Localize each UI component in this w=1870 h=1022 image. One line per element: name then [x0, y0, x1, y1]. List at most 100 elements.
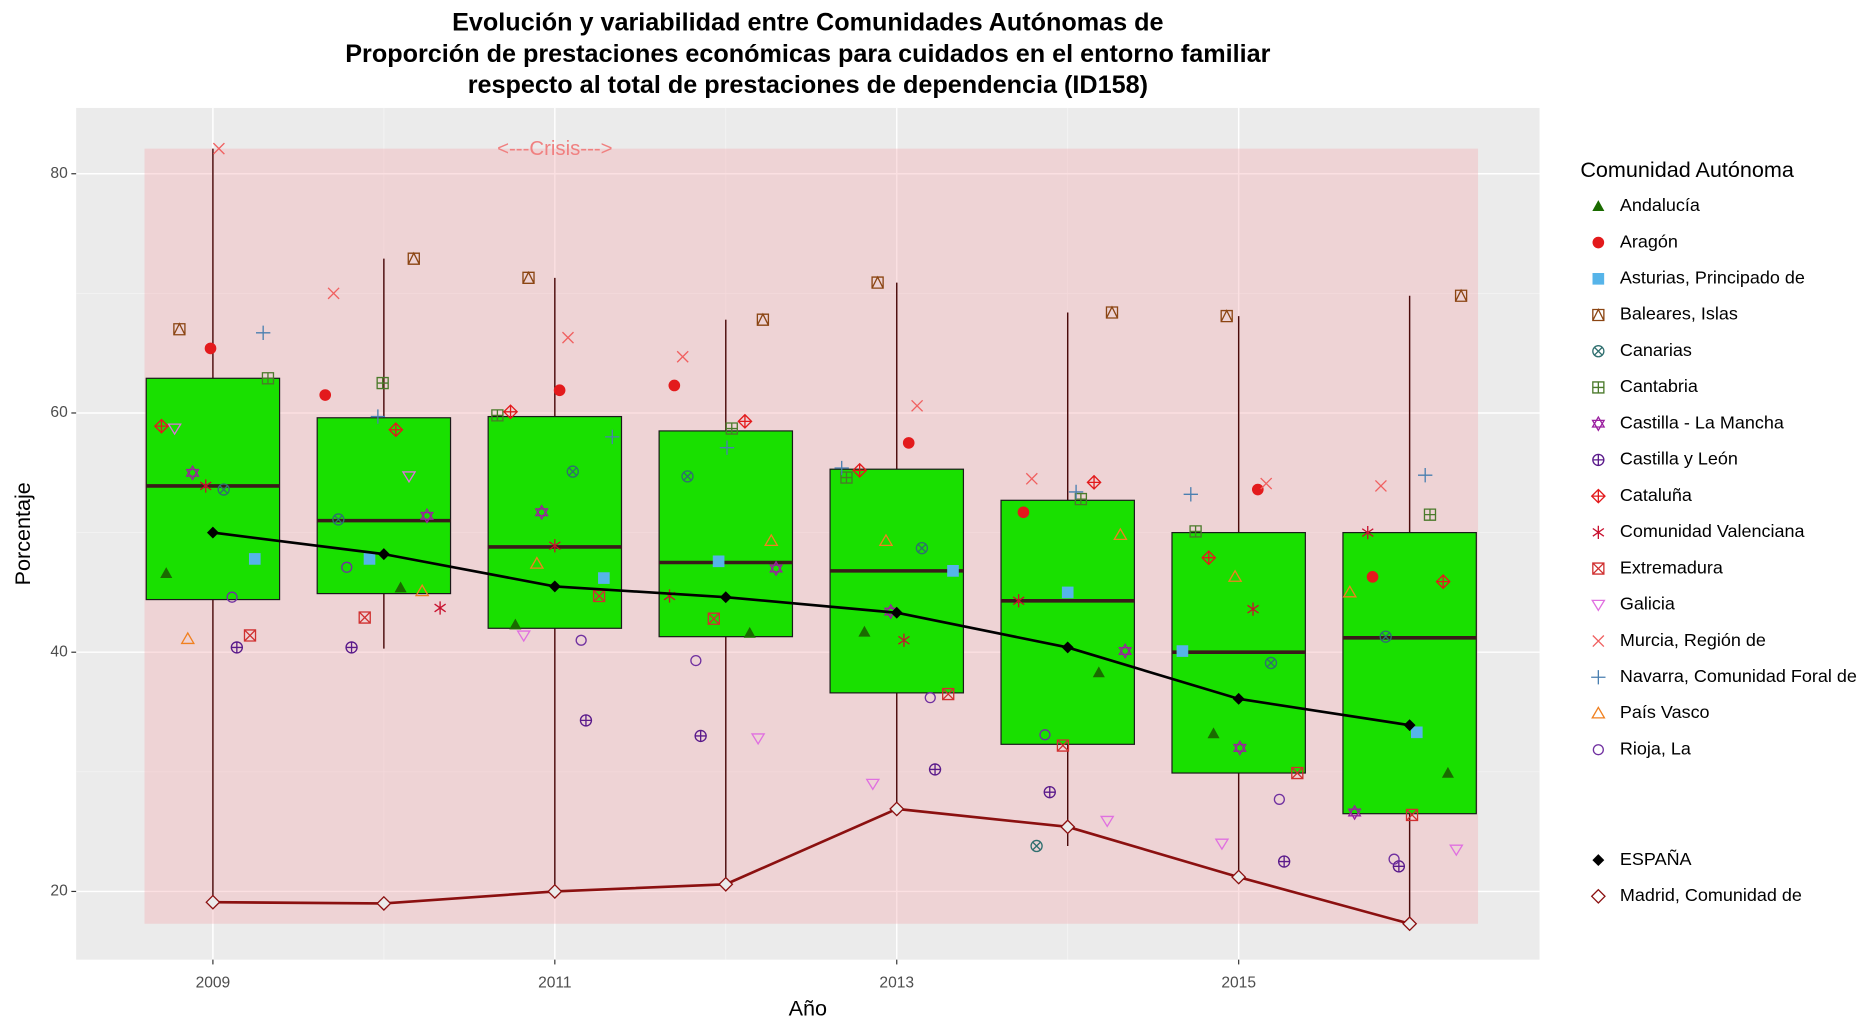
data-point [1410, 726, 1423, 739]
legend-label: Madrid, Comunidad de [1620, 885, 1802, 905]
data-point [553, 384, 566, 396]
data-point [363, 553, 376, 565]
data-point [1347, 804, 1362, 821]
legend-symbol [1592, 562, 1605, 575]
data-point [1423, 508, 1437, 521]
data-point [1030, 839, 1043, 853]
chart-title: respecto al total de prestaciones de dep… [468, 71, 1148, 99]
reference-point [548, 580, 561, 593]
data-point [1247, 602, 1259, 616]
data-point [1214, 838, 1230, 851]
data-point [1012, 594, 1025, 608]
data-point [668, 379, 681, 392]
data-point [694, 729, 707, 743]
data-point [332, 513, 345, 526]
legend-label: País Vasco [1620, 702, 1710, 722]
legend-label: ESPAÑA [1620, 848, 1692, 869]
data-point [1366, 571, 1379, 583]
data-point [858, 625, 871, 637]
legend-symbol [1591, 415, 1606, 432]
reference-point [890, 606, 903, 619]
legend-symbol [1592, 635, 1605, 648]
data-point [1105, 305, 1119, 319]
data-point [1277, 855, 1291, 868]
reference-point [376, 895, 392, 911]
data-point [1118, 643, 1133, 659]
data-point [226, 591, 238, 603]
legend-symbol [1592, 381, 1605, 394]
data-point [605, 429, 620, 445]
legend-symbol [1592, 453, 1605, 466]
data-point [394, 581, 407, 593]
data-point [1039, 729, 1051, 741]
data-point [248, 553, 261, 565]
chart-title: Proporción de prestaciones económicas pa… [345, 40, 1270, 68]
data-point [548, 539, 561, 553]
legend-symbol [1592, 345, 1605, 358]
data-point [579, 714, 593, 727]
legend-label: Baleares, Islas [1620, 304, 1738, 324]
y-tick-label: 40 [50, 643, 68, 660]
data-point [358, 611, 371, 624]
data-point [911, 399, 924, 412]
data-point [217, 483, 230, 496]
data-point [160, 567, 173, 578]
data-point [1449, 844, 1464, 857]
data-point [1273, 793, 1285, 805]
reference-point [205, 894, 221, 910]
chart-title: Evolución y variabilidad entre Comunidad… [452, 9, 1163, 37]
data-point [1441, 766, 1454, 778]
x-tick-label: 2013 [879, 975, 914, 992]
box [487, 415, 623, 629]
data-point [407, 251, 420, 265]
legend-symbol [1590, 488, 1606, 504]
legend-label: Navarra, Comunidad Foral de [1620, 666, 1857, 686]
legend-label: Castilla - La Mancha [1620, 412, 1784, 432]
reference-point [719, 591, 732, 604]
data-point [376, 376, 389, 390]
legend-label: Galicia [1620, 594, 1675, 614]
x-tick-label: 2011 [538, 975, 572, 992]
data-point [1220, 309, 1233, 323]
legend-symbol [1591, 706, 1606, 719]
data-point [509, 618, 522, 630]
data-point [243, 629, 257, 642]
legend-symbol [1592, 200, 1605, 212]
data-point [434, 601, 447, 615]
data-point [719, 440, 735, 455]
legend-symbol [1592, 272, 1605, 285]
data-point [834, 460, 849, 476]
data-point [516, 630, 531, 643]
data-point [878, 533, 894, 547]
data-point [1252, 483, 1264, 496]
data-point [707, 612, 720, 625]
data-point [414, 583, 430, 597]
data-point [924, 692, 936, 704]
data-point [1068, 484, 1084, 500]
data-point [1435, 574, 1451, 590]
legend-label: Cantabria [1620, 376, 1698, 396]
data-point [769, 560, 783, 577]
data-point [327, 287, 340, 300]
data-point [345, 641, 358, 654]
reference-point [1402, 916, 1418, 932]
legend-symbol [1592, 854, 1605, 867]
data-point [1291, 766, 1304, 780]
data-point [743, 626, 756, 638]
data-point [871, 275, 884, 289]
data-point [185, 464, 200, 481]
data-point [915, 542, 929, 555]
data-point [865, 778, 881, 791]
data-point [852, 462, 868, 478]
data-point [1176, 645, 1189, 657]
data-point [1061, 586, 1074, 599]
legend-symbol [1591, 670, 1606, 685]
reference-point [889, 801, 905, 817]
data-point [1405, 808, 1419, 822]
data-point [1264, 656, 1278, 670]
data-point [928, 763, 942, 776]
legend-symbol [1592, 744, 1604, 756]
legend-label: Cataluña [1620, 485, 1692, 505]
y-axis-title: Porcentaje [10, 482, 35, 585]
